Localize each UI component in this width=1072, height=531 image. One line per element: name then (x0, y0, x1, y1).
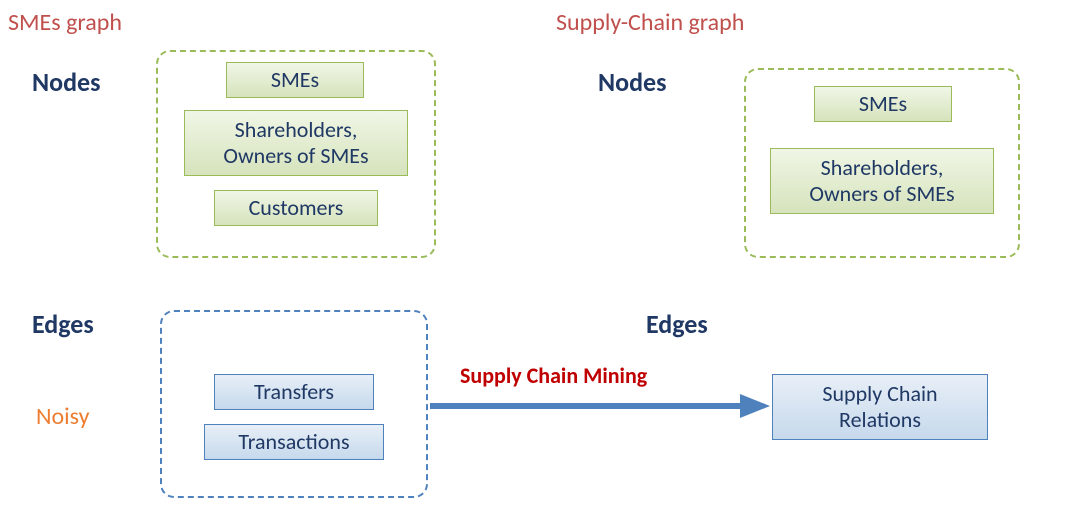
label-noisy: Noisy (36, 402, 89, 431)
node-box-customers: Customers (214, 190, 378, 226)
title-supply-chain-graph: Supply-Chain graph (556, 8, 744, 37)
node-box-shareholders-right: Shareholders, Owners of SMEs (770, 148, 994, 214)
edge-box-transactions: Transactions (204, 424, 384, 460)
label-edges-left: Edges (32, 308, 94, 340)
node-box-shareholders: Shareholders, Owners of SMEs (184, 110, 408, 176)
title-smes-graph: SMEs graph (8, 8, 122, 37)
arrow-label: Supply Chain Mining (460, 362, 647, 389)
label-nodes-left: Nodes (32, 66, 101, 98)
edge-box-transfers: Transfers (214, 374, 374, 410)
arrow-supply-chain-mining (430, 394, 770, 418)
node-box-smes-right: SMEs (814, 86, 952, 122)
label-edges-right: Edges (646, 308, 708, 340)
label-nodes-right: Nodes (598, 66, 667, 98)
node-box-smes: SMEs (226, 62, 364, 98)
edge-box-supply-chain-relations: Supply Chain Relations (772, 374, 988, 440)
